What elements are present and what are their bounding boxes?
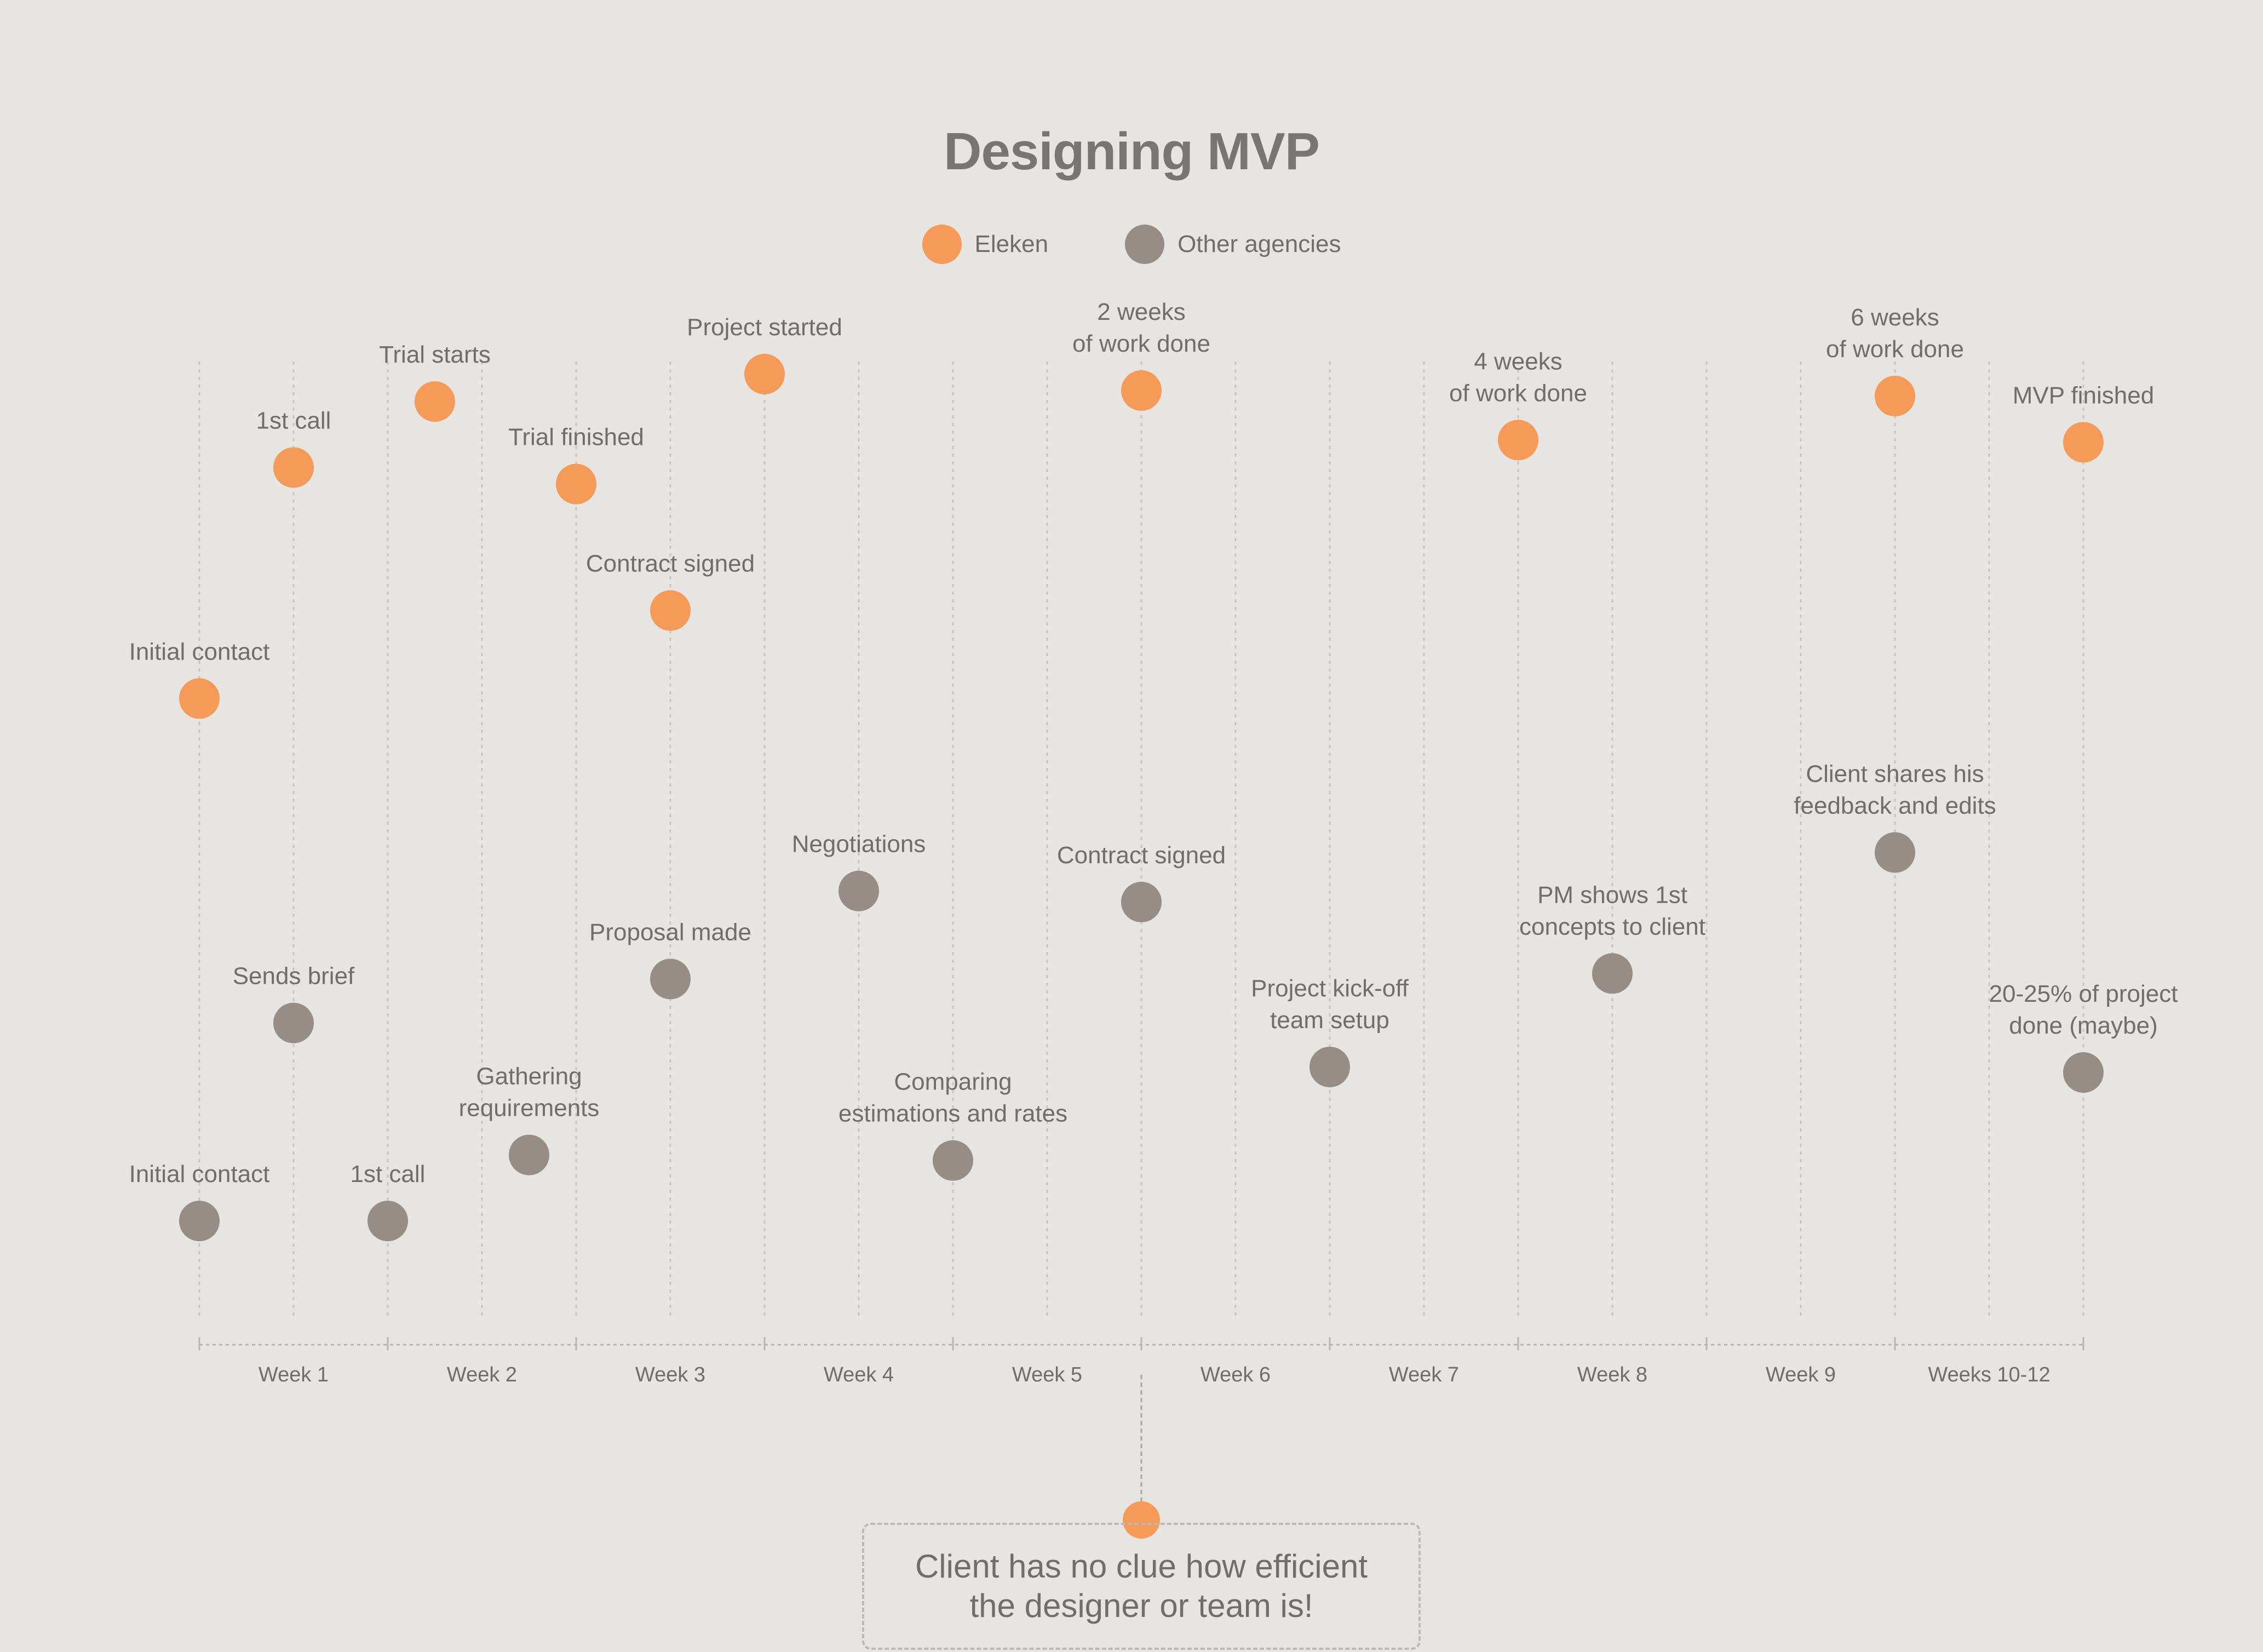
other-agencies-point [367,1201,408,1242]
other-agencies-point [1121,881,1162,922]
callout-point [1123,1501,1160,1539]
other-agencies-point-label: Client shares his feedback and edits [1794,760,1996,819]
other-agencies-point [1309,1046,1350,1087]
x-tick-label: Week 7 [1389,1363,1459,1386]
x-tick-label: Week 2 [447,1363,517,1386]
other-agencies-point-label: Proposal made [589,919,751,945]
eleken-point [179,678,220,719]
eleken-point [744,353,785,394]
x-tick-label: Week 8 [1577,1363,1647,1386]
eleken-point-label: Project started [687,314,842,341]
eleken-point-label: Contract signed [586,550,755,577]
other-agencies-point [933,1140,973,1181]
legend-swatch-eleken [922,225,962,264]
legend-label-eleken: Eleken [974,231,1049,257]
x-tick-label: Week 1 [259,1363,329,1386]
other-agencies-point [2063,1052,2104,1093]
other-agencies-point [509,1134,549,1175]
eleken-point-label: 6 weeks of work done [1826,304,1964,363]
eleken-point-label: 2 weeks of work done [1072,299,1210,357]
eleken-point [556,463,596,504]
eleken-point [1498,420,1538,461]
other-agencies-point [650,959,691,1000]
eleken-point-label: Trial finished [508,424,644,451]
other-agencies-point-label: Project kick-off team setup [1251,975,1409,1034]
eleken-point-label: Initial contact [129,638,270,665]
legend: Eleken Other agencies [0,225,2263,264]
other-agencies-point [1875,832,1915,873]
other-agencies-point-label: Gathering requirements [459,1063,600,1122]
eleken-point-label: Trial starts [379,341,491,368]
x-tick-label: Week 5 [1012,1363,1082,1386]
other-agencies-point-label: Sends brief [233,963,355,990]
other-agencies-point-label: Negotiations [792,831,926,858]
legend-item-eleken: Eleken [922,225,1049,264]
x-tick-label: Week 4 [824,1363,894,1386]
x-tick-label: Week 3 [635,1363,705,1386]
other-agencies-point-label: Comparing estimations and rates [838,1069,1067,1127]
callout-text: Client has no clue how efficient the des… [915,1548,1368,1624]
other-agencies-point [1592,953,1633,994]
eleken-point [650,590,691,631]
callout-box: Client has no clue how efficient the des… [862,1523,1421,1650]
eleken-point [1121,370,1162,411]
legend-item-other-agencies: Other agencies [1125,225,1341,264]
other-agencies-point [838,870,879,911]
legend-label-other-agencies: Other agencies [1178,231,1341,257]
eleken-point-label: 4 weeks of work done [1449,348,1587,406]
x-tick-label: Weeks 10-12 [1928,1363,2050,1386]
x-tick-label: Week 9 [1766,1363,1836,1386]
other-agencies-point [273,1002,314,1043]
other-agencies-point-label: Initial contact [129,1161,270,1188]
eleken-point [1875,376,1915,417]
eleken-point [415,381,455,422]
x-tick-label: Week 6 [1201,1363,1271,1386]
chart-title: Designing MVP [944,122,1320,181]
eleken-point-label: 1st call [256,408,331,434]
other-agencies-point-label: 20-25% of project done (maybe) [1989,980,2178,1039]
other-agencies-point-label: Contract signed [1057,842,1226,869]
eleken-point [273,447,314,488]
eleken-point [2063,422,2104,463]
other-agencies-point-label: 1st call [351,1161,426,1188]
legend-swatch-other-agencies [1125,225,1165,264]
other-agencies-point-label: PM shows 1st concepts to client [1519,881,1705,940]
eleken-point-label: MVP finished [2013,382,2154,409]
other-agencies-point [179,1201,220,1242]
